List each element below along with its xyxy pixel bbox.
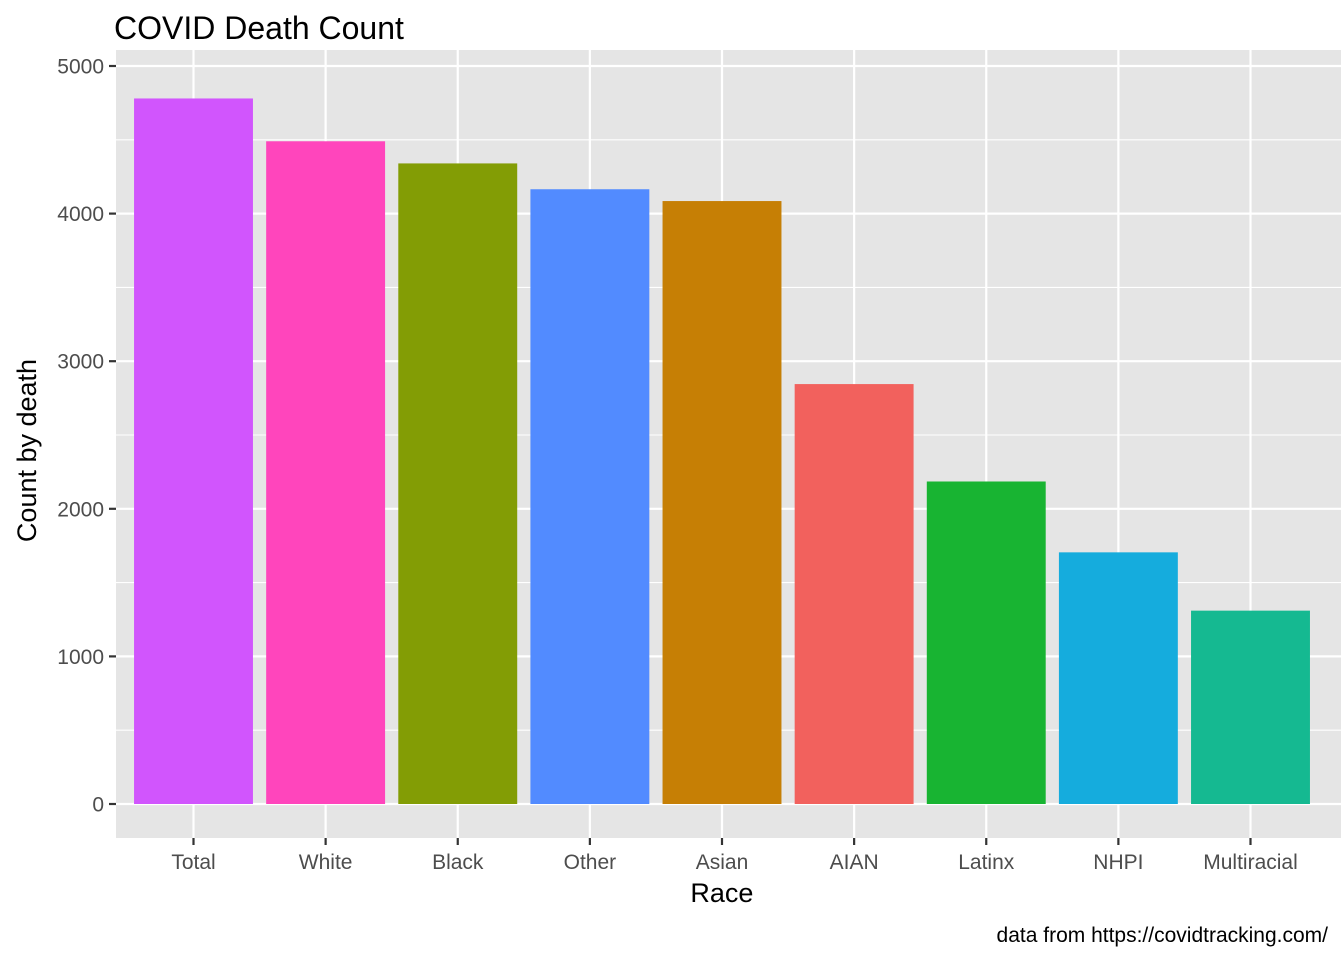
x-tick-label: White — [299, 851, 353, 874]
x-axis: Total White Black Other Asian AIAN Latinx NHPI M… — [171, 838, 1298, 874]
y-tick-label: 4000 — [57, 203, 104, 226]
bar-nhpi — [1058, 552, 1178, 804]
bar-multiracial — [1191, 610, 1310, 804]
x-tick-label: AIAN — [830, 851, 879, 874]
y-tick-label: 5000 — [57, 56, 104, 79]
chart-title: COVID Death Count — [114, 10, 404, 46]
bars — [134, 98, 1310, 805]
bar-aian — [794, 384, 914, 804]
bar-other — [530, 189, 650, 805]
bar-asian — [662, 201, 782, 804]
y-tick-label: 1000 — [57, 646, 104, 669]
x-tick-label: Multiracial — [1203, 851, 1298, 874]
bar-black — [398, 163, 518, 804]
bar-white — [266, 141, 386, 804]
chart-caption: data from https://covidtracking.com/ — [997, 924, 1329, 947]
y-tick-label: 3000 — [57, 351, 104, 374]
x-tick-label: Latinx — [958, 851, 1015, 874]
x-tick-label: Total — [171, 851, 215, 874]
y-tick-label: 0 — [92, 794, 104, 817]
y-tick-label: 2000 — [57, 498, 104, 521]
x-axis-title: Race — [690, 878, 753, 908]
bar-total — [134, 98, 253, 805]
x-tick-label: Asian — [696, 851, 749, 874]
y-axis-title: Count by death — [12, 359, 42, 542]
bar-latinx — [926, 481, 1046, 804]
x-tick-label: NHPI — [1093, 851, 1143, 874]
x-tick-label: Other — [564, 851, 617, 874]
x-tick-label: Black — [432, 851, 484, 874]
y-axis: 0 1000 2000 3000 4000 5000 — [57, 56, 116, 817]
